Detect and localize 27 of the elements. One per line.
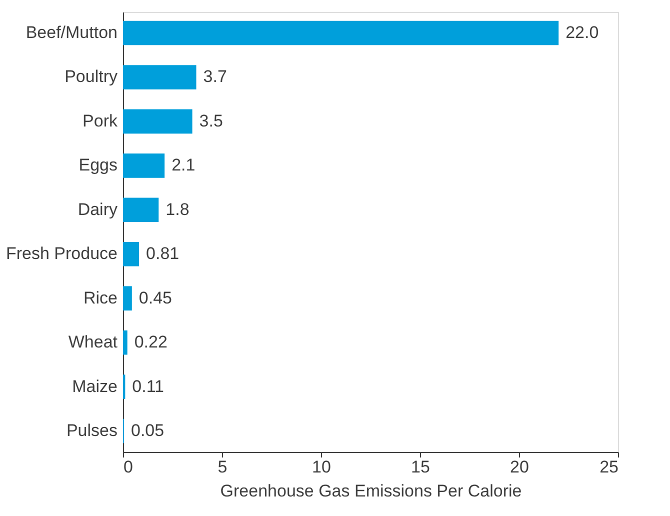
x-tick-label: 25 — [600, 458, 618, 476]
y-tick-label: Beef/Mutton — [26, 23, 118, 42]
data-label: 0.05 — [130, 420, 164, 440]
x-tick-label: 15 — [411, 458, 430, 476]
data-label: 2.1 — [172, 156, 196, 175]
x-tick-label: 0 — [124, 458, 133, 476]
y-tick-label: Poultry — [64, 67, 118, 86]
data-label: 0.22 — [134, 332, 168, 352]
data-label: 3.5 — [199, 111, 223, 130]
data-label: 0.45 — [138, 288, 172, 308]
data-label: 0.81 — [146, 244, 180, 264]
y-tick-label: Dairy — [78, 200, 118, 219]
y-tick-label: Pork — [82, 111, 118, 130]
x-tick-label: 20 — [510, 458, 529, 476]
x-axis-title: Greenhouse Gas Emissions Per Calorie — [220, 482, 522, 500]
y-tick-label: Rice — [83, 288, 118, 308]
y-tick-label: Maize — [72, 376, 118, 396]
y-tick-label: Pulses — [66, 420, 118, 440]
data-label: 1.8 — [166, 200, 190, 219]
data-label: 0.11 — [132, 376, 164, 396]
y-tick-label: Wheat — [68, 332, 118, 352]
y-tick-label: Eggs — [78, 156, 118, 175]
y-tick-label: Fresh Produce — [6, 244, 118, 264]
data-label: 3.7 — [203, 67, 227, 86]
data-label: 22.0 — [566, 23, 599, 42]
x-tick-label: 5 — [218, 458, 228, 476]
x-tick-label: 10 — [312, 458, 331, 476]
